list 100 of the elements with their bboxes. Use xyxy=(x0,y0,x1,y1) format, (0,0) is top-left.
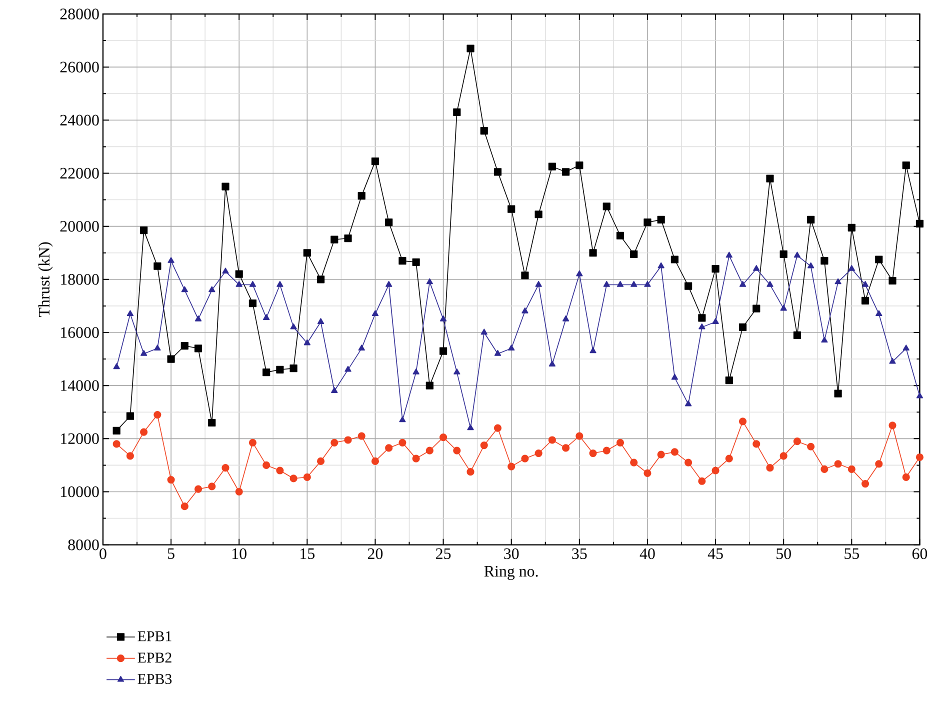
point xyxy=(358,432,366,440)
point xyxy=(154,411,162,419)
point xyxy=(317,318,324,324)
point xyxy=(331,387,338,394)
point xyxy=(684,458,692,466)
point xyxy=(589,450,597,458)
point xyxy=(140,350,148,356)
x-tick-label: 50 xyxy=(776,548,791,560)
point xyxy=(875,256,883,264)
point xyxy=(616,281,624,287)
point xyxy=(726,252,732,258)
point xyxy=(453,446,461,455)
point xyxy=(290,474,298,482)
point xyxy=(140,428,148,436)
point xyxy=(548,162,556,171)
point xyxy=(793,438,802,446)
point xyxy=(602,446,610,455)
point xyxy=(235,488,243,496)
point xyxy=(316,458,325,466)
point xyxy=(698,314,706,322)
point xyxy=(522,308,528,314)
point xyxy=(739,281,746,287)
point xyxy=(807,442,815,451)
point xyxy=(276,466,284,474)
point xyxy=(290,323,297,330)
point xyxy=(303,249,311,257)
x-axis-title: Ring no. xyxy=(484,566,538,580)
y-tick-label: 26000 xyxy=(60,62,99,73)
point xyxy=(508,344,515,351)
point xyxy=(249,281,256,287)
point xyxy=(916,392,924,398)
point xyxy=(753,265,760,272)
point xyxy=(590,347,596,354)
x-tick-label: 55 xyxy=(844,548,859,560)
point xyxy=(276,281,284,287)
point xyxy=(889,358,896,364)
point xyxy=(398,257,406,265)
point xyxy=(834,460,842,468)
point xyxy=(480,442,488,450)
point xyxy=(440,316,447,322)
point xyxy=(548,436,556,444)
point xyxy=(766,464,774,472)
x-tick-label: 5 xyxy=(168,548,174,560)
y-tick-label: 24000 xyxy=(60,114,99,126)
point xyxy=(180,342,188,350)
point xyxy=(738,323,747,332)
point xyxy=(630,458,638,466)
point xyxy=(630,250,638,258)
point xyxy=(861,480,870,488)
y-tick-label: 22000 xyxy=(60,168,99,179)
point xyxy=(330,236,338,244)
point xyxy=(820,257,828,265)
point xyxy=(316,276,325,284)
point xyxy=(916,454,924,462)
point xyxy=(876,310,882,316)
point xyxy=(752,304,760,313)
point xyxy=(780,304,787,311)
point xyxy=(875,460,883,468)
y-tick-label: 12000 xyxy=(61,433,99,444)
x-tick-label: 45 xyxy=(708,548,723,560)
point xyxy=(126,412,134,420)
point xyxy=(412,368,420,375)
point xyxy=(494,168,502,176)
point xyxy=(644,281,651,287)
point xyxy=(358,344,365,351)
point xyxy=(372,310,379,316)
point xyxy=(426,278,434,284)
point xyxy=(562,444,570,452)
point xyxy=(181,286,188,292)
point xyxy=(467,424,474,430)
legend-label: EPB3 xyxy=(138,674,172,684)
point xyxy=(807,262,814,268)
point xyxy=(140,226,148,234)
point xyxy=(126,310,134,316)
point xyxy=(888,422,896,430)
point xyxy=(330,438,338,447)
point xyxy=(194,485,202,493)
point xyxy=(262,462,270,470)
point xyxy=(154,262,162,270)
point xyxy=(494,424,502,432)
point xyxy=(848,265,855,272)
point xyxy=(426,382,434,390)
point xyxy=(888,277,896,285)
point xyxy=(902,473,910,482)
point xyxy=(112,427,120,435)
point xyxy=(248,438,257,447)
point xyxy=(712,265,720,273)
point xyxy=(167,476,175,484)
point xyxy=(344,436,352,444)
point xyxy=(412,454,420,462)
point xyxy=(385,281,392,287)
point xyxy=(671,374,678,380)
point xyxy=(385,444,393,452)
point xyxy=(371,458,380,466)
point xyxy=(603,281,610,287)
point xyxy=(303,473,311,482)
x-tick-label: 10 xyxy=(232,548,246,560)
point xyxy=(521,272,529,280)
point xyxy=(222,268,229,274)
point xyxy=(508,205,516,213)
